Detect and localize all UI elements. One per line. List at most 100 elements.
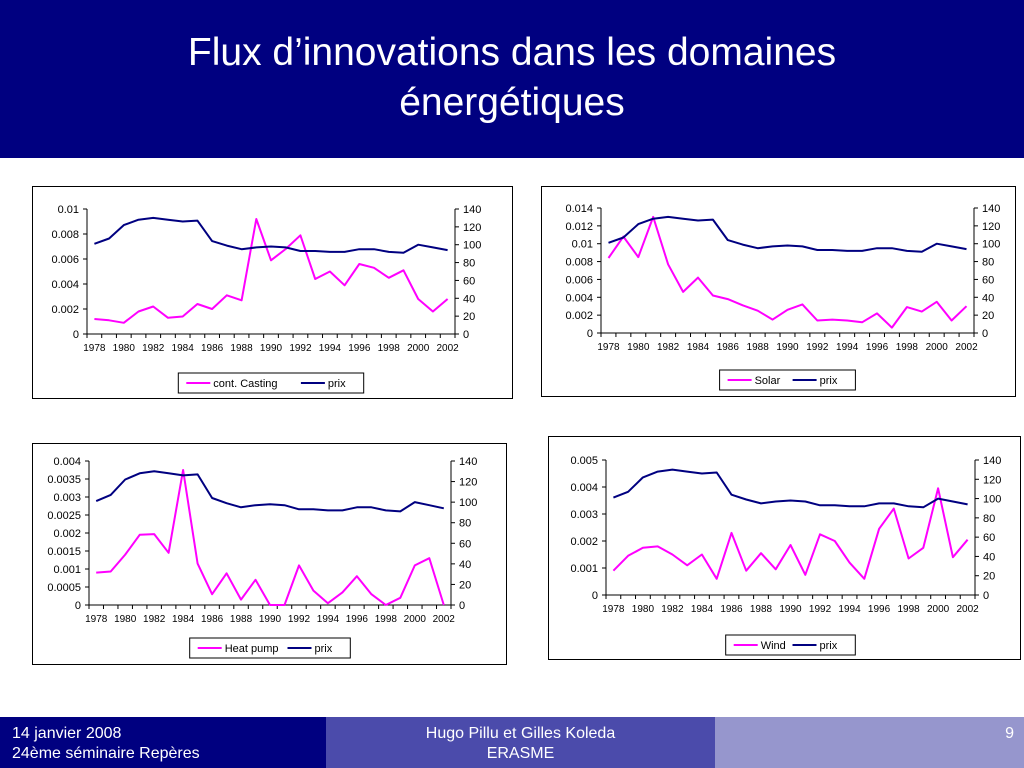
x-tick-label: 1998 — [378, 343, 401, 354]
right-tick-label: 120 — [983, 474, 1001, 486]
x-tick-label: 2000 — [927, 604, 950, 615]
x-tick-label: 1986 — [717, 342, 740, 353]
left-tick-label: 0.002 — [53, 528, 81, 540]
legend-label: prix — [328, 378, 346, 390]
x-tick-label: 1992 — [809, 604, 832, 615]
legend — [719, 369, 856, 391]
left-tick-label: 0.003 — [570, 509, 598, 521]
right-tick-label: 40 — [983, 551, 995, 563]
left-tick-label: 0.0035 — [47, 474, 81, 486]
right-tick-label: 20 — [459, 579, 471, 591]
footer-org: ERASME — [486, 745, 555, 762]
x-tick-label: 1998 — [375, 614, 398, 625]
slide-title-line-1: Flux d’innovations dans les domaines — [187, 31, 837, 74]
left-tick-label: 0.002 — [570, 536, 598, 548]
x-tick-label: 2000 — [404, 614, 427, 625]
x-tick-label: 1988 — [230, 614, 253, 625]
right-tick-label: 0 — [463, 329, 469, 341]
chart-wind: 0 0.001 0.002 0.003 0.004 0.005 0 20 40 60 80 100 12… — [548, 436, 1021, 660]
right-tick-label: 120 — [463, 222, 481, 234]
left-tick-label: 0 — [75, 600, 81, 612]
x-tick-label: 1980 — [113, 343, 136, 354]
right-tick-label: 20 — [983, 571, 995, 583]
legend-label: cont. Casting — [213, 378, 277, 390]
right-tick-label: 40 — [463, 293, 475, 305]
left-tick-label: 0.002 — [565, 310, 593, 322]
title-bar: Flux d’innovations dans les domaines éne… — [0, 0, 1024, 158]
x-tick-label: 1980 — [114, 614, 137, 625]
left-tick-label: 0.005 — [570, 455, 598, 467]
x-tick-label: 2002 — [437, 343, 460, 354]
x-tick-label: 1984 — [687, 342, 710, 353]
legend — [725, 634, 856, 656]
chart-svg: 0 0.002 0.004 0.006 0.008 0.01 0 20 40 60 80 100 120… — [51, 204, 481, 394]
x-tick-label: 2002 — [433, 614, 456, 625]
right-tick-label: 60 — [983, 532, 995, 544]
left-tick-label: 0.006 — [51, 254, 79, 266]
x-tick-label: 1990 — [260, 343, 283, 354]
left-tick-label: 0 — [592, 590, 598, 602]
x-tick-label: 1990 — [259, 614, 282, 625]
x-tick-label: 2000 — [926, 342, 949, 353]
left-tick-label: 0.008 — [565, 257, 593, 269]
footer-center: Hugo Pillu et Gilles Koleda ERASME — [326, 717, 715, 768]
left-tick-label: 0.012 — [565, 221, 593, 233]
left-tick-label: 0.0005 — [47, 582, 81, 594]
left-tick-label: 0.001 — [570, 563, 598, 575]
x-tick-label: 1984 — [172, 614, 195, 625]
right-tick-label: 60 — [459, 538, 471, 550]
x-tick-label: 1982 — [142, 343, 165, 354]
right-tick-label: 80 — [982, 257, 994, 269]
x-tick-label: 1994 — [836, 342, 859, 353]
left-tick-label: 0.006 — [565, 274, 593, 286]
right-tick-label: 80 — [459, 518, 471, 530]
x-tick-label: 1980 — [627, 342, 650, 353]
right-tick-label: 140 — [459, 456, 477, 468]
x-tick-label: 1992 — [288, 614, 311, 625]
legend-label: Wind — [761, 640, 786, 652]
left-tick-label: 0 — [587, 328, 593, 340]
x-tick-label: 1996 — [868, 604, 891, 615]
x-tick-label: 1986 — [720, 604, 743, 615]
chart-svg: 0 0.001 0.002 0.003 0.004 0.005 0 20 40 60 80 100 12… — [570, 455, 1001, 656]
right-tick-label: 0 — [983, 590, 989, 602]
footer-right: 9 — [715, 717, 1024, 768]
x-tick-label: 1996 — [346, 614, 369, 625]
right-tick-label: 40 — [459, 559, 471, 571]
legend-label: prix — [315, 643, 333, 655]
x-tick-label: 2002 — [956, 604, 979, 615]
slide-title-line-2: énergétiques — [399, 81, 625, 124]
left-tick-label: 0.004 — [53, 456, 81, 468]
right-tick-label: 100 — [463, 240, 481, 252]
x-tick-label: 1996 — [348, 343, 371, 354]
legend-label: prix — [820, 640, 838, 652]
x-tick-label: 1994 — [317, 614, 340, 625]
x-tick-label: 1982 — [143, 614, 166, 625]
left-tick-label: 0.014 — [565, 203, 593, 215]
chart-svg: 0 0.002 0.004 0.006 0.008 0.01 0.012 0.014 0 20 40… — [565, 203, 1000, 391]
left-tick-label: 0 — [73, 329, 79, 341]
left-tick-label: 0.003 — [53, 492, 81, 504]
series-line-cont-casting — [94, 218, 449, 324]
x-tick-label: 1998 — [897, 604, 920, 615]
page-number: 9 — [1005, 725, 1014, 742]
chart-heat-pump: 0 0.0005 0.001 0.0015 0.002 0.0025 0.003 0.0035… — [32, 443, 507, 665]
x-tick-label: 1988 — [230, 343, 253, 354]
x-tick-label: 1986 — [201, 614, 224, 625]
x-tick-label: 1990 — [779, 604, 802, 615]
left-tick-label: 0.008 — [51, 229, 79, 241]
right-tick-label: 80 — [463, 258, 475, 270]
x-tick-label: 1978 — [85, 614, 108, 625]
left-tick-label: 0.004 — [565, 292, 593, 304]
x-tick-label: 1982 — [657, 342, 680, 353]
series-line-wind — [612, 487, 969, 580]
series-line-prix — [95, 470, 445, 513]
right-tick-label: 60 — [982, 274, 994, 286]
right-tick-label: 100 — [459, 497, 477, 509]
legend — [189, 637, 351, 659]
legend-label: Solar — [755, 375, 781, 387]
x-tick-label: 1990 — [776, 342, 799, 353]
x-tick-label: 1984 — [691, 604, 714, 615]
left-tick-label: 0.001 — [53, 564, 81, 576]
x-tick-label: 2002 — [955, 342, 978, 353]
